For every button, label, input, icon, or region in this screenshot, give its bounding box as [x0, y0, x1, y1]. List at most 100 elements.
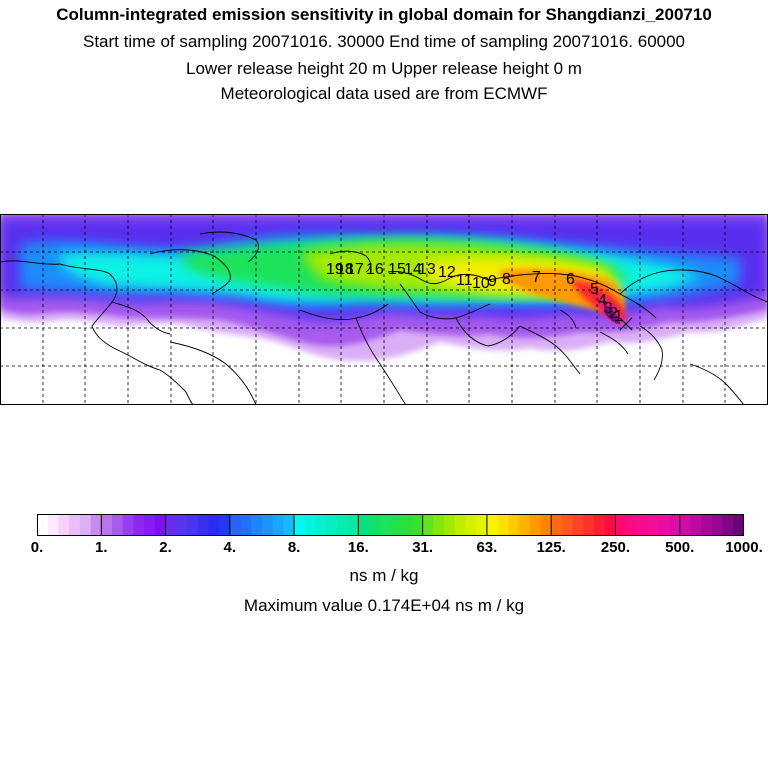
colorbar-dividers [100, 514, 681, 536]
colorbar-cell [165, 514, 177, 536]
colorbar-cell [219, 514, 231, 536]
colorbar-tick: 500. [665, 539, 695, 556]
colorbar-cell [379, 514, 392, 536]
colorbar-cell [519, 514, 531, 536]
marker-18: 18 [336, 261, 354, 278]
colorbar-cell [529, 514, 542, 536]
colorbar-cell [58, 514, 70, 536]
marker-15: 15 [388, 261, 406, 278]
colorbar-cell [636, 514, 649, 536]
colorbar-cell [701, 514, 713, 536]
colorbar-cell [711, 514, 724, 536]
colorbar-cells [37, 514, 744, 536]
colorbar-tick: 2. [159, 539, 172, 556]
colorbar-cell [401, 514, 413, 536]
colorbar-cell [722, 514, 734, 536]
colorbar-cell [240, 514, 252, 536]
marker-5: 5 [590, 281, 599, 298]
colorbar-cell [540, 514, 552, 536]
marker-6: 6 [566, 271, 575, 288]
colorbar-cell [272, 514, 284, 536]
colorbar-cell [433, 514, 445, 536]
maximum-value-text: Maximum value 0.174E+04 ns m / kg [243, 596, 525, 615]
colorbar-tick: 1000. [725, 539, 763, 556]
met-data-line: Meteorological data used are from ECMWF [220, 84, 548, 103]
colorbar-cell [122, 514, 135, 536]
plot-title: Column-integrated emission sensitivity i… [56, 5, 712, 24]
colorbar-cell [572, 514, 584, 536]
colorbar-cell [229, 514, 242, 536]
sensitivity-field [0, 214, 768, 361]
colorbar-tick: 8. [287, 539, 301, 556]
trajectory-markers: 19 18 17 16 15 14 13 12 11 10 9 8 7 6 5 … [326, 261, 623, 325]
colorbar-cell [111, 514, 124, 536]
colorbar-cell [347, 514, 359, 536]
colorbar-cell [390, 514, 402, 536]
colorbar-cell [411, 514, 424, 536]
marker-13: 13 [418, 261, 436, 278]
colorbar-tick: 63. [476, 539, 498, 556]
colorbar-cell [283, 514, 295, 536]
colorbar-cell [476, 514, 488, 536]
marker-1: 1 [614, 308, 623, 325]
marker-14: 14 [404, 261, 422, 278]
colorbar-cell [561, 514, 574, 536]
marker-8: 8 [502, 271, 511, 288]
colorbar-cell [497, 514, 509, 536]
marker-9: 9 [488, 273, 497, 290]
colorbar-cell [508, 514, 520, 536]
colorbar-cell [358, 514, 370, 536]
marker-11: 11 [456, 272, 473, 289]
marker-17: 17 [346, 261, 364, 278]
colorbar-cell [261, 514, 274, 536]
colorbar-cell [583, 514, 595, 536]
colorbar-cell [454, 514, 467, 536]
colorbar-cell [294, 514, 306, 536]
colorbar-cell [69, 514, 81, 536]
colorbar-tick: 16. [347, 539, 369, 556]
colorbar-cell [144, 514, 156, 536]
colorbar-cell [79, 514, 92, 536]
colorbar-cell [154, 514, 167, 536]
colorbar-cell [465, 514, 477, 536]
colorbar-tick: 0. [30, 539, 44, 556]
colorbar-tick: 1. [95, 539, 108, 556]
colorbar-cell [551, 514, 563, 536]
marker-2: 2 [609, 305, 618, 322]
colorbar [37, 514, 744, 536]
colorbar-cell [422, 514, 434, 536]
colorbar-cell [679, 514, 692, 536]
colorbar-cell [37, 514, 49, 536]
lat-lon-grid [0, 214, 768, 405]
colorbar-cell [315, 514, 327, 536]
marker-12: 12 [438, 264, 456, 281]
colorbar-cell [369, 514, 381, 536]
colorbar-cell [176, 514, 188, 536]
colorbar-cell [186, 514, 199, 536]
colorbar-cell [647, 514, 659, 536]
colorbar-cell [626, 514, 638, 536]
marker-4: 4 [598, 292, 607, 309]
marker-16: 16 [366, 261, 384, 278]
colorbar-cell [304, 514, 317, 536]
marker-3: 3 [604, 300, 613, 317]
colorbar-cell [101, 514, 113, 536]
colorbar-tick: 125. [536, 539, 566, 556]
colorbar-cell [47, 514, 60, 536]
colorbar-cell [604, 514, 617, 536]
colorbar-tick: 4. [223, 539, 237, 556]
colorbar-unit: ns m / kg [349, 566, 419, 585]
colorbar-cell [669, 514, 681, 536]
colorbar-cell [251, 514, 263, 536]
colorbar-tick: 31. [412, 539, 434, 556]
colorbar-cell [197, 514, 209, 536]
colorbar-cell [594, 514, 606, 536]
colorbar-cell [336, 514, 349, 536]
emission-sensitivity-map: 19 18 17 16 15 14 13 12 11 10 9 8 7 6 5 … [0, 214, 768, 405]
colorbar-cell [444, 514, 456, 536]
colorbar-cell [690, 514, 702, 536]
coastlines [0, 231, 768, 405]
marker-19: 19 [326, 261, 344, 278]
colorbar-cell [658, 514, 670, 536]
colorbar-cell [733, 514, 744, 536]
